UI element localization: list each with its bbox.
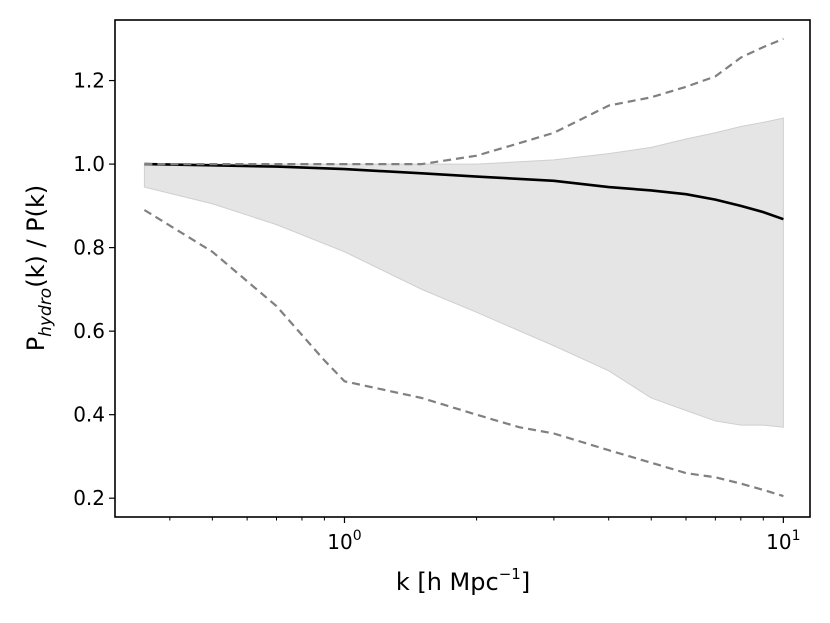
x-tick-label: 100 — [327, 528, 361, 554]
x-tick-label: 101 — [766, 528, 800, 554]
percentile-line-2 — [143, 209, 784, 498]
y-tick-label: 0.2 — [73, 486, 105, 510]
scatter-band — [143, 117, 784, 428]
x-axis-label-main: k [h Mpc — [396, 568, 499, 596]
y-tick-label: 0.6 — [73, 319, 105, 343]
y-axis-label-end: (k) / P(k) — [22, 185, 50, 288]
axes-frame — [114, 19, 811, 518]
y-axis-label-main: P — [22, 337, 50, 351]
median-line — [144, 162, 784, 221]
x-tick-label-base: 10 — [766, 530, 791, 554]
x-tick-label-exponent: 1 — [792, 528, 801, 544]
y-tick-label: 0.4 — [73, 403, 105, 427]
y-axis-label-subscript: hydro — [36, 288, 56, 337]
y-tick-label: 1.0 — [73, 152, 105, 176]
plot-area — [143, 37, 784, 498]
y-tick-label: 1.2 — [73, 69, 105, 93]
x-axis-label: k [h Mpc−1] — [396, 565, 530, 596]
x-axis-label-end: ] — [521, 568, 530, 596]
x-tick-label-base: 10 — [327, 530, 352, 554]
x-tick-label-exponent: 0 — [353, 528, 362, 544]
y-tick-label: 0.8 — [73, 236, 105, 260]
y-axis-label: Phydro(k) / P(k) — [22, 185, 56, 352]
x-axis-label-exponent: −1 — [499, 565, 521, 583]
